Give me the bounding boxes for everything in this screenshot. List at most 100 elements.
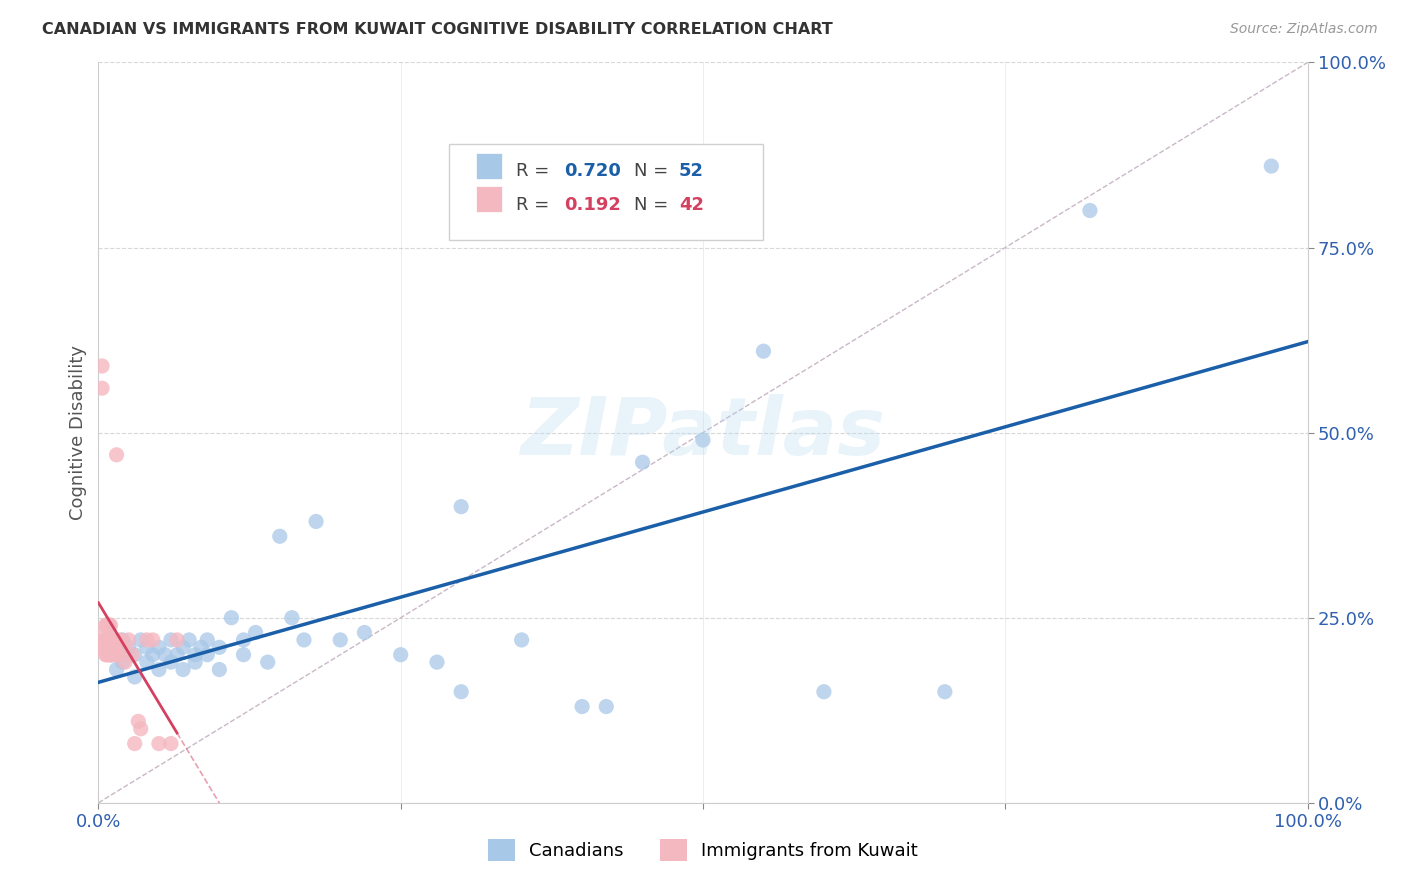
Point [111, 632, 134, 647]
Point [208, 663, 231, 677]
Point [245, 625, 267, 640]
Point [98, 648, 121, 662]
Point [172, 663, 194, 677]
Point [111, 655, 134, 669]
Text: Source: ZipAtlas.com: Source: ZipAtlas.com [1230, 22, 1378, 37]
Point [166, 632, 188, 647]
Point [93, 640, 115, 655]
Point [124, 648, 146, 662]
Point [105, 448, 128, 462]
Point [100, 648, 122, 662]
Point [100, 632, 122, 647]
Point [450, 685, 472, 699]
Point [100, 618, 122, 632]
Point [148, 663, 170, 677]
Point [94, 648, 117, 662]
Point [692, 433, 714, 447]
Point [104, 648, 127, 662]
Point [221, 610, 243, 624]
Point [101, 632, 124, 647]
Point [114, 655, 136, 669]
Point [142, 632, 165, 647]
Point [813, 685, 835, 699]
Point [100, 648, 122, 662]
Point [96, 648, 118, 662]
Text: 0.192: 0.192 [564, 195, 621, 213]
Point [118, 632, 141, 647]
Point [208, 640, 231, 655]
Text: N =: N = [634, 162, 673, 180]
Point [160, 737, 183, 751]
Point [232, 632, 254, 647]
Point [96, 618, 118, 632]
Point [91, 381, 114, 395]
Point [232, 648, 254, 662]
Point [153, 648, 176, 662]
Point [127, 714, 149, 729]
Point [190, 640, 212, 655]
Point [135, 632, 157, 647]
Point [97, 632, 120, 647]
Text: N =: N = [634, 195, 673, 213]
Text: R =: R = [516, 162, 554, 180]
Point [269, 529, 291, 543]
Point [195, 648, 218, 662]
Point [94, 632, 117, 647]
Point [108, 632, 131, 647]
Point [100, 632, 122, 647]
Point [148, 737, 170, 751]
Point [118, 640, 141, 655]
Bar [475, 186, 502, 212]
Point [631, 455, 654, 469]
Point [100, 648, 122, 662]
Point [135, 640, 157, 655]
Point [97, 618, 120, 632]
Point [172, 640, 194, 655]
Point [98, 618, 121, 632]
Point [1260, 159, 1282, 173]
Point [389, 648, 412, 662]
Point [179, 632, 201, 647]
Point [103, 632, 125, 647]
Point [124, 670, 146, 684]
Point [426, 655, 449, 669]
Point [195, 632, 218, 647]
Point [160, 632, 183, 647]
Point [129, 722, 152, 736]
Point [96, 632, 118, 647]
Point [1078, 203, 1101, 218]
Point [91, 359, 114, 373]
Point [450, 500, 472, 514]
Point [111, 640, 134, 655]
Point [292, 632, 315, 647]
Point [121, 648, 143, 662]
Point [166, 648, 188, 662]
Legend: Canadians, Immigrants from Kuwait: Canadians, Immigrants from Kuwait [481, 831, 925, 868]
Text: CANADIAN VS IMMIGRANTS FROM KUWAIT COGNITIVE DISABILITY CORRELATION CHART: CANADIAN VS IMMIGRANTS FROM KUWAIT COGNI… [42, 22, 832, 37]
Point [184, 655, 207, 669]
Point [353, 625, 375, 640]
FancyBboxPatch shape [449, 144, 763, 240]
Text: R =: R = [516, 195, 554, 213]
Point [93, 632, 115, 647]
Text: 52: 52 [679, 162, 704, 180]
Point [148, 640, 170, 655]
Text: 42: 42 [679, 195, 704, 213]
Point [142, 648, 165, 662]
Point [510, 632, 533, 647]
Point [91, 640, 114, 655]
Point [752, 344, 775, 359]
Point [934, 685, 956, 699]
Point [93, 625, 115, 640]
Point [124, 737, 146, 751]
Bar [475, 153, 502, 179]
Point [329, 632, 352, 647]
Point [98, 632, 121, 647]
Point [129, 632, 152, 647]
Point [256, 655, 278, 669]
Point [571, 699, 593, 714]
Point [94, 618, 117, 632]
Point [101, 648, 124, 662]
Point [107, 648, 129, 662]
Y-axis label: Cognitive Disability: Cognitive Disability [69, 345, 87, 520]
